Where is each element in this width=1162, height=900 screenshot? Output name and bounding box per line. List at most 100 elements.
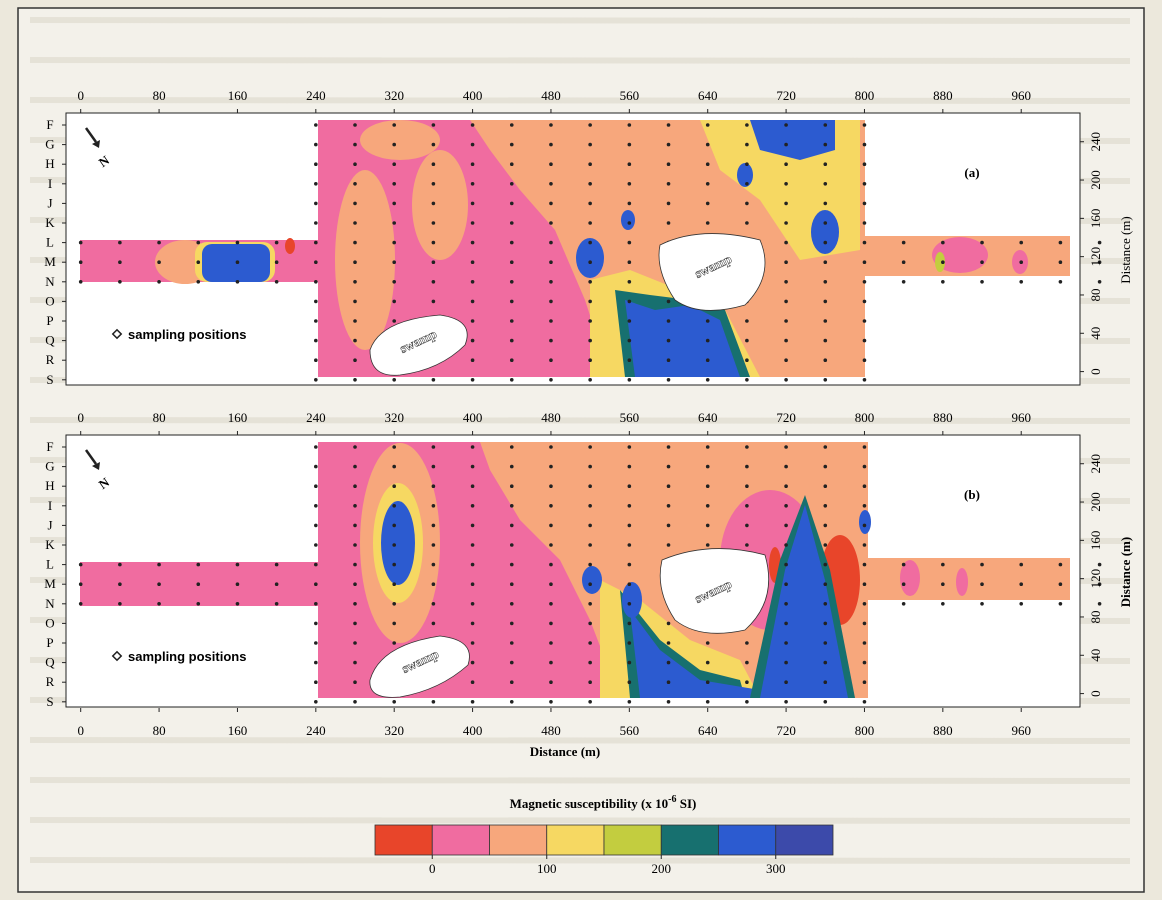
x-tick-label: 800 bbox=[855, 88, 875, 103]
row-label: L bbox=[46, 557, 54, 572]
sampling-dot bbox=[549, 543, 553, 547]
sampling-dot bbox=[784, 378, 788, 382]
sampling-dot bbox=[432, 143, 436, 147]
sampling-dot bbox=[549, 378, 553, 382]
y-tick-label: 240 bbox=[1088, 132, 1103, 152]
sampling-dot bbox=[549, 680, 553, 684]
sampling-dot bbox=[353, 504, 357, 508]
sampling-dot bbox=[471, 543, 475, 547]
sampling-dot bbox=[784, 661, 788, 665]
sampling-dot bbox=[275, 241, 279, 245]
x-tick-label: 0 bbox=[77, 88, 84, 103]
sampling-dot bbox=[706, 524, 710, 528]
sampling-dot bbox=[353, 280, 357, 284]
x-tick-label: 400 bbox=[463, 723, 483, 738]
sampling-dot bbox=[353, 445, 357, 449]
row-label: G bbox=[45, 459, 54, 474]
sampling-dot bbox=[628, 241, 632, 245]
sampling-dot bbox=[314, 221, 318, 225]
sampling-dot bbox=[588, 378, 592, 382]
x-tick-label: 880 bbox=[933, 410, 953, 425]
sampling-dot bbox=[628, 543, 632, 547]
sampling-dot bbox=[941, 602, 945, 606]
sampling-dot bbox=[314, 465, 318, 469]
sampling-dot bbox=[823, 221, 827, 225]
sampling-dot bbox=[706, 661, 710, 665]
sampling-dot bbox=[706, 504, 710, 508]
sampling-dot bbox=[471, 378, 475, 382]
colorbar-swatch bbox=[661, 825, 718, 855]
sampling-dot bbox=[549, 221, 553, 225]
contour-region bbox=[335, 170, 395, 350]
x-tick-label: 480 bbox=[541, 88, 561, 103]
sampling-dot bbox=[863, 700, 867, 704]
sampling-dot bbox=[628, 202, 632, 206]
sampling-dot bbox=[471, 143, 475, 147]
x-tick-label: 0 bbox=[77, 723, 84, 738]
sampling-dot bbox=[902, 241, 906, 245]
sampling-dot bbox=[823, 143, 827, 147]
sampling-dot bbox=[510, 445, 514, 449]
sampling-dot bbox=[863, 300, 867, 304]
sampling-dot bbox=[823, 300, 827, 304]
sampling-dot bbox=[432, 260, 436, 264]
sampling-dot bbox=[510, 582, 514, 586]
sampling-dot bbox=[353, 300, 357, 304]
sampling-dot bbox=[392, 465, 396, 469]
sampling-dot bbox=[941, 582, 945, 586]
x-tick-label: 880 bbox=[933, 88, 953, 103]
sampling-dot bbox=[314, 182, 318, 186]
sampling-dot bbox=[628, 378, 632, 382]
row-label: J bbox=[47, 195, 52, 210]
sampling-dot bbox=[510, 700, 514, 704]
scan-line bbox=[30, 820, 1130, 821]
sampling-dot bbox=[118, 260, 122, 264]
sampling-dot bbox=[549, 162, 553, 166]
sampling-dot bbox=[392, 524, 396, 528]
sampling-dot bbox=[628, 221, 632, 225]
sampling-dot bbox=[628, 319, 632, 323]
sampling-dot bbox=[588, 202, 592, 206]
contour-region bbox=[412, 150, 468, 260]
colorbar-title-part: -6 bbox=[668, 794, 676, 805]
row-label: P bbox=[46, 635, 53, 650]
sampling-dot bbox=[745, 504, 749, 508]
sampling-dot bbox=[432, 300, 436, 304]
colorbar-tick-label: 0 bbox=[429, 861, 436, 876]
sampling-dot bbox=[432, 123, 436, 127]
sampling-dot bbox=[510, 300, 514, 304]
sampling-dot bbox=[392, 700, 396, 704]
row-label: N bbox=[45, 596, 55, 611]
sampling-dot bbox=[823, 563, 827, 567]
sampling-dot bbox=[1059, 280, 1063, 284]
contour-region bbox=[868, 558, 1070, 600]
sampling-dot bbox=[667, 524, 671, 528]
sampling-dot bbox=[823, 641, 827, 645]
sampling-dot bbox=[196, 582, 200, 586]
sampling-dot bbox=[392, 641, 396, 645]
sampling-dot bbox=[784, 319, 788, 323]
x-tick-label: 640 bbox=[698, 723, 718, 738]
sampling-dot bbox=[510, 465, 514, 469]
sampling-dot bbox=[863, 358, 867, 362]
sampling-dot bbox=[510, 260, 514, 264]
sampling-dot bbox=[549, 641, 553, 645]
row-label: M bbox=[44, 254, 56, 269]
sampling-dot bbox=[784, 524, 788, 528]
sampling-dot bbox=[628, 602, 632, 606]
sampling-dot bbox=[314, 543, 318, 547]
sampling-dot bbox=[118, 241, 122, 245]
sampling-dot bbox=[353, 602, 357, 606]
sampling-dot bbox=[588, 241, 592, 245]
sampling-dot bbox=[549, 700, 553, 704]
sampling-dot bbox=[706, 543, 710, 547]
sampling-dot bbox=[588, 221, 592, 225]
scan-line bbox=[30, 100, 1130, 101]
sampling-dot bbox=[667, 182, 671, 186]
row-label: R bbox=[46, 352, 55, 367]
row-label: H bbox=[45, 156, 54, 171]
row-label: O bbox=[45, 615, 54, 630]
y-tick-label: 40 bbox=[1088, 327, 1103, 340]
sampling-dot bbox=[667, 339, 671, 343]
sampling-dot bbox=[980, 241, 984, 245]
